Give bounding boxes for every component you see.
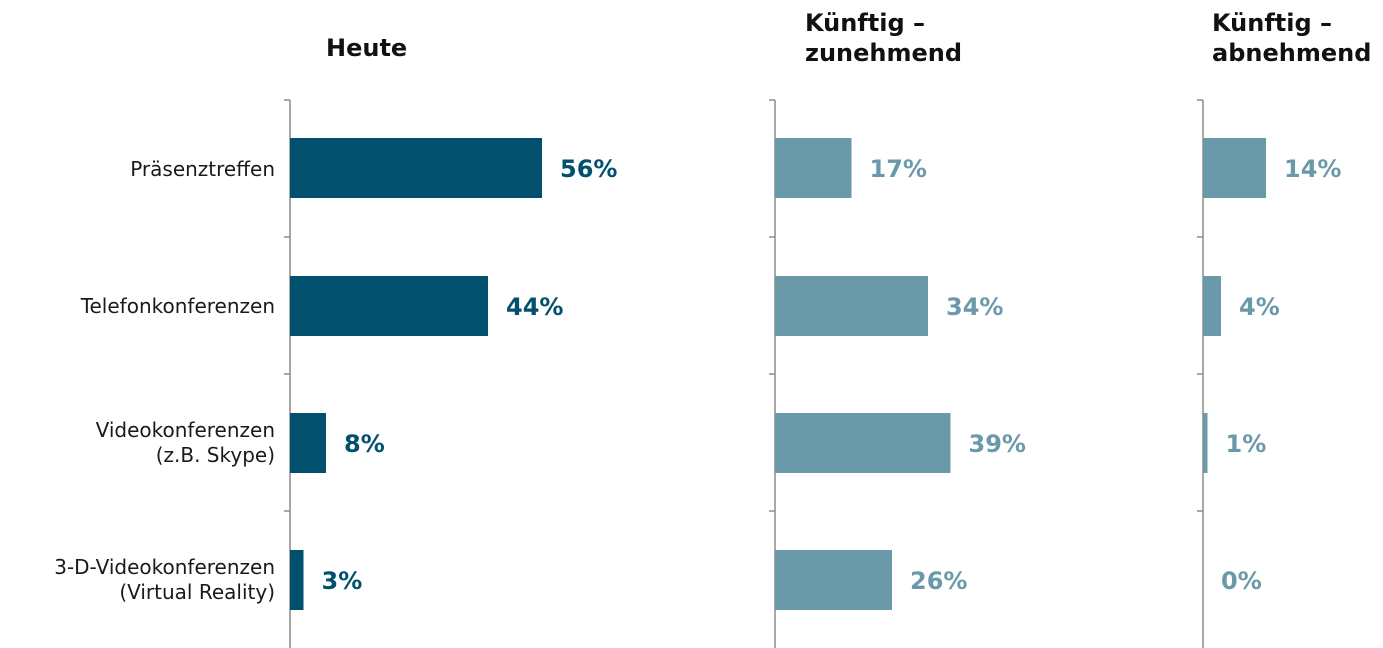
value-label-kuenftig-zunehmend-videokonferenzen: 39% bbox=[969, 430, 1026, 458]
bar-heute-telefonkonferenzen bbox=[290, 276, 488, 336]
value-label-kuenftig-abnehmend-videokonferenzen: 1% bbox=[1226, 430, 1267, 458]
value-label-kuenftig-zunehmend-3d-videokonferenzen: 26% bbox=[910, 567, 967, 595]
value-label-heute-telefonkonferenzen: 44% bbox=[506, 293, 563, 321]
panel-title-kuenftig-abnehmend: Künftig – abnehmend bbox=[1212, 9, 1372, 67]
category-label-3d-videokonferenzen: 3-D-Videokonferenzen (Virtual Reality) bbox=[54, 555, 275, 604]
bar-kuenftig-abnehmend-videokonferenzen bbox=[1203, 413, 1208, 473]
value-label-kuenftig-zunehmend-praesenztreffen: 17% bbox=[870, 155, 927, 183]
bar-kuenftig-zunehmend-telefonkonferenzen bbox=[775, 276, 928, 336]
bar-kuenftig-zunehmend-videokonferenzen bbox=[775, 413, 951, 473]
bar-heute-videokonferenzen bbox=[290, 413, 326, 473]
value-label-heute-3d-videokonferenzen: 3% bbox=[322, 567, 363, 595]
bar-kuenftig-zunehmend-3d-videokonferenzen bbox=[775, 550, 892, 610]
panel-title-kuenftig-zunehmend: Künftig – zunehmend bbox=[805, 9, 963, 67]
value-label-kuenftig-abnehmend-telefonkonferenzen: 4% bbox=[1239, 293, 1280, 321]
value-label-kuenftig-abnehmend-praesenztreffen: 14% bbox=[1284, 155, 1341, 183]
value-label-heute-praesenztreffen: 56% bbox=[560, 155, 617, 183]
value-label-kuenftig-zunehmend-telefonkonferenzen: 34% bbox=[946, 293, 1003, 321]
category-label-telefonkonferenzen: Telefonkonferenzen bbox=[80, 294, 275, 318]
bar-kuenftig-abnehmend-telefonkonferenzen bbox=[1203, 276, 1221, 336]
bar-heute-3d-videokonferenzen bbox=[290, 550, 304, 610]
panel-title-heute: Heute bbox=[326, 34, 408, 62]
value-label-heute-videokonferenzen: 8% bbox=[344, 430, 385, 458]
bar-kuenftig-abnehmend-praesenztreffen bbox=[1203, 138, 1266, 198]
value-label-kuenftig-abnehmend-3d-videokonferenzen: 0% bbox=[1221, 567, 1262, 595]
category-label-videokonferenzen: Videokonferenzen (z.B. Skype) bbox=[95, 418, 275, 467]
bar-kuenftig-zunehmend-praesenztreffen bbox=[775, 138, 852, 198]
bar-heute-praesenztreffen bbox=[290, 138, 542, 198]
category-label-praesenztreffen: Präsenztreffen bbox=[130, 157, 275, 181]
